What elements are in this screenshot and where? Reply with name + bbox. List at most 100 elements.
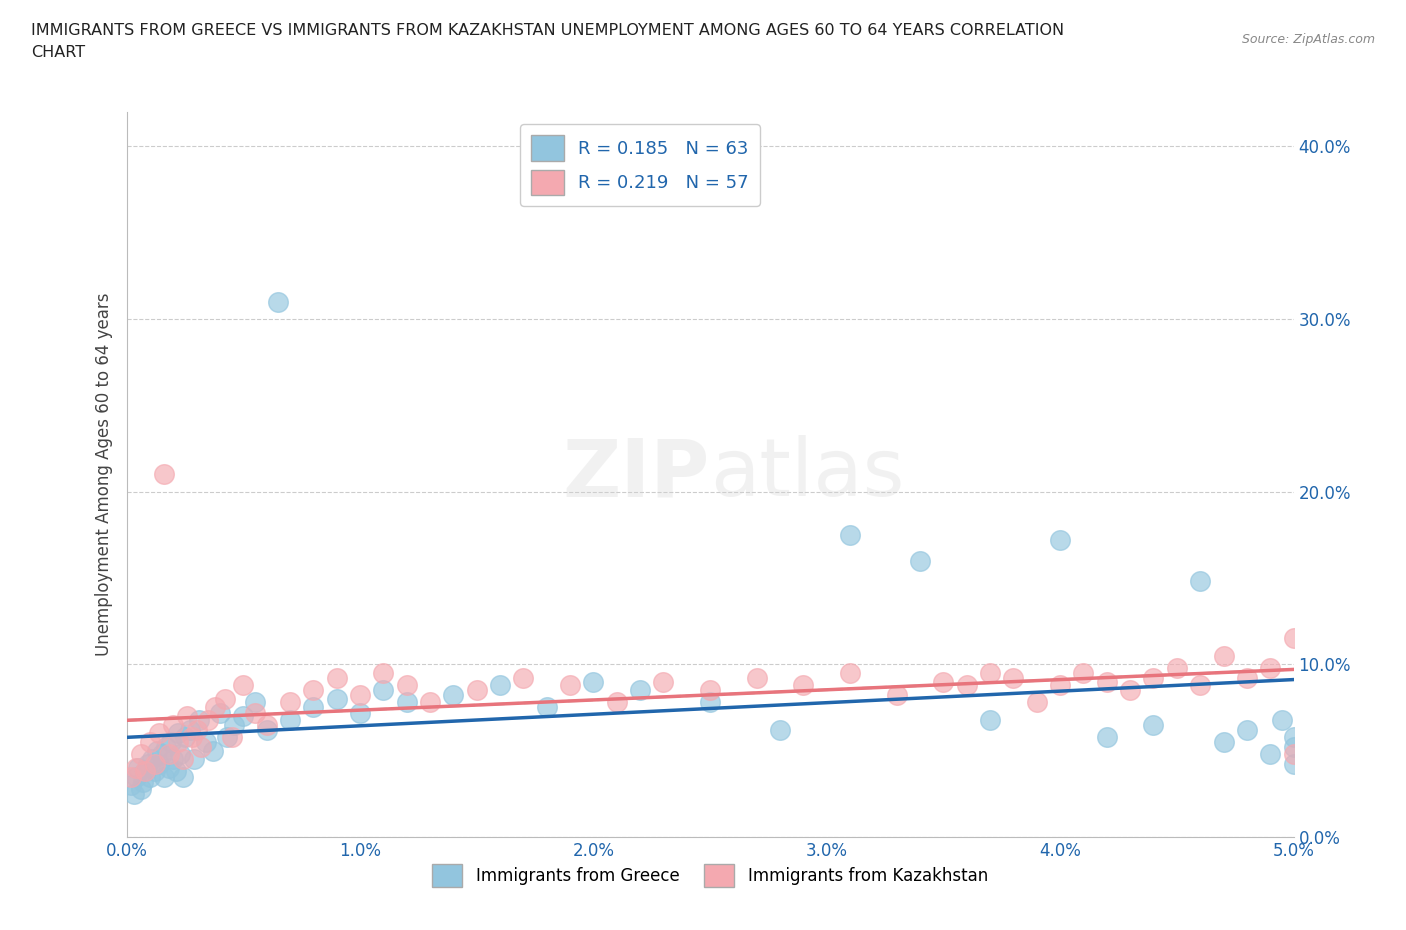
Text: Source: ZipAtlas.com: Source: ZipAtlas.com	[1241, 33, 1375, 46]
Point	[179, 723, 201, 737]
Point	[243, 705, 266, 720]
Point	[536, 700, 558, 715]
Point	[1119, 683, 1142, 698]
Point	[652, 674, 675, 689]
Legend: Immigrants from Greece, Immigrants from Kazakhstan: Immigrants from Greece, Immigrants from …	[426, 857, 994, 894]
Text: IMMIGRANTS FROM GREECE VS IMMIGRANTS FROM KAZAKHSTAN UNEMPLOYMENT AMONG AGES 60 : IMMIGRANTS FROM GREECE VS IMMIGRANTS FRO…	[31, 23, 1064, 38]
Point	[512, 671, 534, 685]
Point	[349, 705, 371, 720]
Point	[979, 712, 1001, 727]
Point	[302, 683, 325, 698]
Point	[157, 761, 180, 776]
Point	[1258, 747, 1281, 762]
Point	[1025, 695, 1047, 710]
Point	[1236, 671, 1258, 685]
Point	[129, 747, 152, 762]
Point	[1282, 739, 1305, 754]
Point	[143, 764, 166, 778]
Point	[146, 743, 169, 758]
Point	[132, 775, 155, 790]
Point	[148, 726, 170, 741]
Point	[165, 764, 187, 778]
Point	[201, 743, 224, 758]
Point	[908, 553, 931, 568]
Point	[174, 729, 197, 744]
Point	[194, 735, 217, 750]
Point	[120, 777, 142, 792]
Point	[1212, 735, 1234, 750]
Point	[176, 709, 198, 724]
Point	[139, 769, 162, 784]
Point	[1282, 729, 1305, 744]
Point	[1282, 757, 1305, 772]
Point	[183, 751, 205, 766]
Point	[839, 527, 862, 542]
Y-axis label: Unemployment Among Ages 60 to 64 years: Unemployment Among Ages 60 to 64 years	[94, 293, 112, 656]
Point	[1258, 660, 1281, 675]
Point	[1212, 648, 1234, 663]
Point	[120, 769, 142, 784]
Point	[1049, 533, 1071, 548]
Point	[153, 467, 176, 482]
Point	[606, 695, 628, 710]
Point	[628, 683, 651, 698]
Point	[150, 747, 173, 762]
Point	[1236, 723, 1258, 737]
Point	[143, 757, 166, 772]
Point	[582, 674, 605, 689]
Point	[325, 671, 347, 685]
Point	[558, 678, 581, 693]
Point	[278, 695, 301, 710]
Point	[222, 717, 245, 732]
Point	[349, 688, 371, 703]
Point	[162, 751, 184, 766]
Point	[489, 678, 512, 693]
Point	[839, 666, 862, 681]
Point	[325, 691, 347, 706]
Point	[167, 735, 190, 750]
Point	[1049, 678, 1071, 693]
Point	[243, 695, 266, 710]
Point	[699, 695, 721, 710]
Point	[1166, 660, 1188, 675]
Point	[186, 723, 208, 737]
Point	[956, 678, 979, 693]
Point	[187, 712, 209, 727]
Point	[134, 764, 156, 778]
Point	[769, 723, 792, 737]
Point	[699, 683, 721, 698]
Point	[162, 717, 184, 732]
Text: atlas: atlas	[710, 435, 904, 513]
Point	[373, 683, 395, 698]
Point	[1095, 674, 1118, 689]
Point	[141, 751, 163, 766]
Point	[134, 764, 156, 778]
Point	[139, 735, 162, 750]
Point	[153, 769, 176, 784]
Point	[1189, 678, 1212, 693]
Point	[232, 709, 254, 724]
Point	[1189, 574, 1212, 589]
Point	[886, 688, 908, 703]
Point	[214, 691, 236, 706]
Text: CHART: CHART	[31, 45, 84, 60]
Point	[160, 735, 183, 750]
Point	[125, 761, 148, 776]
Point	[419, 695, 441, 710]
Point	[167, 726, 190, 741]
Point	[1282, 631, 1305, 645]
Point	[169, 747, 191, 762]
Point	[1073, 666, 1095, 681]
Point	[129, 781, 152, 796]
Point	[256, 717, 278, 732]
Point	[172, 751, 194, 766]
Point	[1271, 712, 1294, 727]
Point	[1282, 747, 1305, 762]
Text: ZIP: ZIP	[562, 435, 710, 513]
Point	[1002, 671, 1025, 685]
Point	[136, 757, 159, 772]
Point	[465, 683, 488, 698]
Point	[1142, 671, 1164, 685]
Point	[979, 666, 1001, 681]
Point	[1142, 717, 1164, 732]
